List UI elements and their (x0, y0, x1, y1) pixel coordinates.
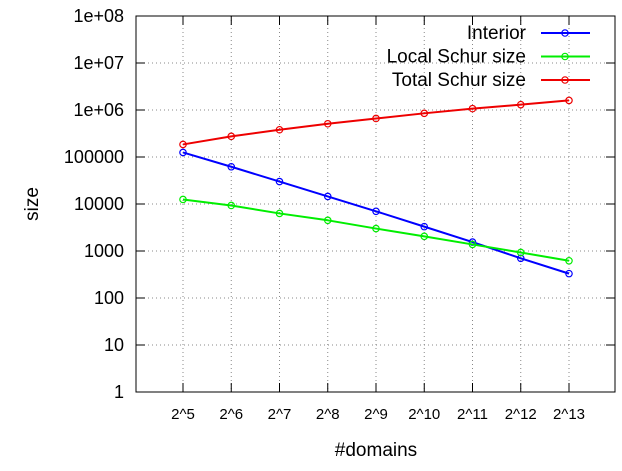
data-point (516, 248, 525, 257)
data-point (420, 222, 429, 231)
data-point (227, 162, 236, 171)
y-tick-label: 1e+07 (73, 53, 124, 73)
data-point (179, 140, 187, 149)
legend-swatch-marker (561, 76, 569, 84)
legend-swatch-marker (561, 52, 569, 61)
y-axis-label: size (22, 187, 43, 221)
x-tick-label: 2^7 (268, 406, 292, 423)
data-point (516, 254, 525, 263)
data-point (275, 125, 284, 134)
series-layer (179, 96, 573, 278)
data-point (565, 96, 573, 105)
data-point (323, 119, 332, 128)
series-line (182, 151, 570, 275)
legend-label: Total Schur size (392, 70, 526, 91)
data-point (565, 256, 573, 265)
axis-layer: 1 10 100 1000 10000 100000 1e+06 1e+07 1e+08 2^5 2… (64, 6, 615, 423)
series-line (182, 198, 570, 262)
y-tick-label: 100 (94, 288, 124, 308)
data-point (468, 240, 477, 249)
data-point (179, 148, 187, 157)
data-point (323, 216, 332, 225)
x-tick-label: 2^12 (505, 406, 537, 423)
x-tick-label: 2^13 (553, 406, 585, 423)
data-point (565, 269, 573, 278)
series-line (182, 99, 570, 146)
x-axis-label: #domains (335, 440, 417, 461)
x-tick-label: 2^9 (364, 406, 388, 423)
data-point (275, 209, 284, 218)
x-tick-label: 2^5 (171, 406, 195, 423)
data-point (516, 100, 525, 109)
y-tick-label: 10 (104, 335, 124, 355)
data-point (372, 114, 380, 123)
data-point (372, 224, 380, 233)
data-point (420, 232, 429, 241)
data-point (227, 132, 236, 141)
y-tick-label: 100000 (64, 147, 124, 167)
legend-label: Local Schur size (387, 47, 526, 68)
legend-label: Interior (467, 23, 527, 44)
y-tick-label: 10000 (74, 194, 124, 214)
y-tick-label: 1e+06 (73, 100, 124, 120)
legend-swatch-marker (561, 29, 569, 37)
data-point (227, 201, 236, 210)
data-point (372, 207, 380, 216)
data-point (323, 192, 332, 201)
data-point (468, 104, 477, 113)
y-tick-label: 1000 (84, 241, 124, 261)
data-point (179, 195, 187, 204)
y-tick-label: 1e+08 (73, 6, 124, 26)
x-tick-label: 2^10 (408, 406, 440, 423)
x-tick-label: 2^6 (219, 406, 243, 423)
x-tick-label: 2^11 (457, 406, 488, 423)
y-tick-label: 1 (114, 382, 124, 402)
grid-layer (136, 16, 615, 392)
data-point (420, 109, 429, 118)
data-point (275, 177, 284, 186)
x-tick-label: 2^8 (316, 406, 340, 423)
